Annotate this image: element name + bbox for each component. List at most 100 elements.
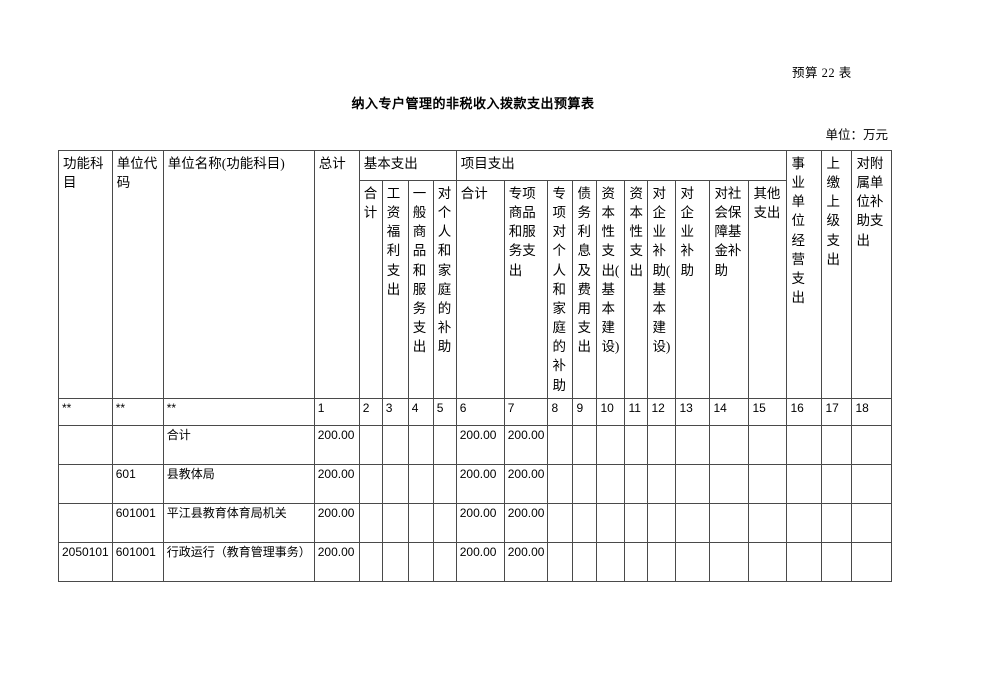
data-cell <box>572 463 598 504</box>
header-row-sub: 合计 工资福利支出 一般商品和服务支出 对个人和家庭的补助 合计 专项商品和服务… <box>59 180 892 399</box>
index-cell: 17 <box>821 397 853 426</box>
index-cell: 6 <box>455 397 505 426</box>
header-row-groups: 功能科目 单位代码 单位名称(功能科目) 总计 基本支出 项目支出 事业单位经营… <box>58 150 893 399</box>
data-cell <box>647 463 677 504</box>
data-cell <box>709 541 750 582</box>
data-cell <box>675 424 711 465</box>
data-cell: 200.00 <box>455 424 505 465</box>
index-cell: 14 <box>709 397 750 426</box>
data-cell <box>358 424 383 465</box>
data-cell: 200.00 <box>313 541 360 582</box>
data-cell <box>821 502 853 543</box>
data-cell <box>851 541 893 582</box>
table-row-601: 601 县教体局 200.00 200.00 200.00 <box>58 463 893 504</box>
data-cell: 200.00 <box>503 424 549 465</box>
header-social-security-fund-subsidy: 对社会保障基金补助 <box>709 180 750 399</box>
data-cell <box>358 502 383 543</box>
header-basic-expense-group: 基本支出 <box>358 150 457 181</box>
index-cell: 5 <box>432 397 457 426</box>
index-cell: 2 <box>358 397 383 426</box>
header-grand-total: 总计 <box>313 150 360 399</box>
index-cell: 8 <box>547 397 574 426</box>
data-cell <box>647 502 677 543</box>
data-cell <box>786 541 823 582</box>
data-cell <box>786 424 823 465</box>
data-cell <box>572 502 598 543</box>
header-basic-total: 合计 <box>358 180 383 399</box>
data-cell: 601001 <box>111 541 164 582</box>
header-debt-interest-fees: 债务利息及费用支出 <box>572 180 598 399</box>
data-cell: 200.00 <box>313 502 360 543</box>
index-cell: 7 <box>503 397 549 426</box>
data-cell <box>432 502 457 543</box>
data-cell: 200.00 <box>503 502 549 543</box>
data-cell <box>675 463 711 504</box>
data-cell <box>786 502 823 543</box>
header-goods-services: 一般商品和服务支出 <box>407 180 434 399</box>
data-cell: 200.00 <box>503 541 549 582</box>
data-cell <box>432 541 457 582</box>
data-cell <box>58 424 113 465</box>
data-cell <box>407 541 434 582</box>
index-cell: 15 <box>748 397 788 426</box>
header-unit-name: 单位名称(功能科目) <box>162 150 315 399</box>
index-cell: 13 <box>675 397 711 426</box>
data-cell <box>381 463 409 504</box>
data-cell <box>709 424 750 465</box>
data-cell <box>624 463 649 504</box>
data-cell-unit-name: 县教体局 <box>162 463 315 504</box>
data-cell: 200.00 <box>455 541 505 582</box>
data-cell <box>624 424 649 465</box>
data-cell <box>358 541 383 582</box>
data-cell <box>381 541 409 582</box>
index-cell: 11 <box>624 397 649 426</box>
data-cell <box>381 502 409 543</box>
table-row-total: 合计 200.00 200.00 200.00 <box>58 424 893 465</box>
data-cell <box>358 463 383 504</box>
data-cell <box>851 463 893 504</box>
index-cell: 1 <box>313 397 360 426</box>
header-func-subject: 功能科目 <box>58 150 113 399</box>
data-cell <box>851 424 893 465</box>
data-cell <box>547 541 574 582</box>
header-other-expense: 其他支出 <box>748 180 788 399</box>
data-cell <box>596 502 626 543</box>
data-cell: 2050101 <box>58 541 113 582</box>
data-cell <box>748 502 788 543</box>
header-affiliated-subsidy: 对附属单位补助支出 <box>851 150 893 399</box>
page-title: 纳入专户管理的非税收入拨款支出预算表 <box>351 96 595 111</box>
data-cell-unit-name: 行政运行（教育管理事务） <box>162 541 315 582</box>
data-cell <box>111 424 164 465</box>
header-unit-code: 单位代码 <box>111 150 164 399</box>
header-capital-expense: 资本性支出 <box>624 180 649 399</box>
index-cell: 4 <box>407 397 434 426</box>
index-row: ** ** ** 1 2 3 4 5 6 7 8 9 10 11 12 13 1… <box>58 397 893 426</box>
header-upper-level-payment: 上缴上级支出 <box>821 150 853 399</box>
data-cell <box>675 541 711 582</box>
data-cell <box>407 424 434 465</box>
header-enterprise-subsidy-construction: 对企业补助(基本建设) <box>647 180 677 399</box>
budget-table: 功能科目 单位代码 单位名称(功能科目) 总计 基本支出 项目支出 事业单位经营… <box>58 150 893 582</box>
data-cell <box>786 463 823 504</box>
header-special-goods-services: 专项商品和服务支出 <box>503 180 549 399</box>
header-wage-welfare: 工资福利支出 <box>381 180 409 399</box>
table-row-2050101: 2050101 601001 行政运行（教育管理事务） 200.00 200.0… <box>58 541 893 582</box>
header-project-expense-group: 项目支出 <box>455 150 788 181</box>
data-cell <box>407 502 434 543</box>
data-cell: 601001 <box>111 502 164 543</box>
data-cell: 200.00 <box>313 424 360 465</box>
index-cell: ** <box>111 397 164 426</box>
data-cell <box>547 463 574 504</box>
index-cell: 9 <box>572 397 598 426</box>
data-cell <box>58 502 113 543</box>
data-cell <box>709 502 750 543</box>
data-cell-unit-name: 平江县教育体育局机关 <box>162 502 315 543</box>
header-individual-family-subsidy: 对个人和家庭的补助 <box>432 180 457 399</box>
header-capital-expense-construction: 资本性支出(基本建设) <box>596 180 626 399</box>
data-cell <box>547 502 574 543</box>
data-cell: 601 <box>111 463 164 504</box>
data-cell <box>821 424 853 465</box>
data-cell <box>381 424 409 465</box>
header-project-total: 合计 <box>455 180 505 399</box>
